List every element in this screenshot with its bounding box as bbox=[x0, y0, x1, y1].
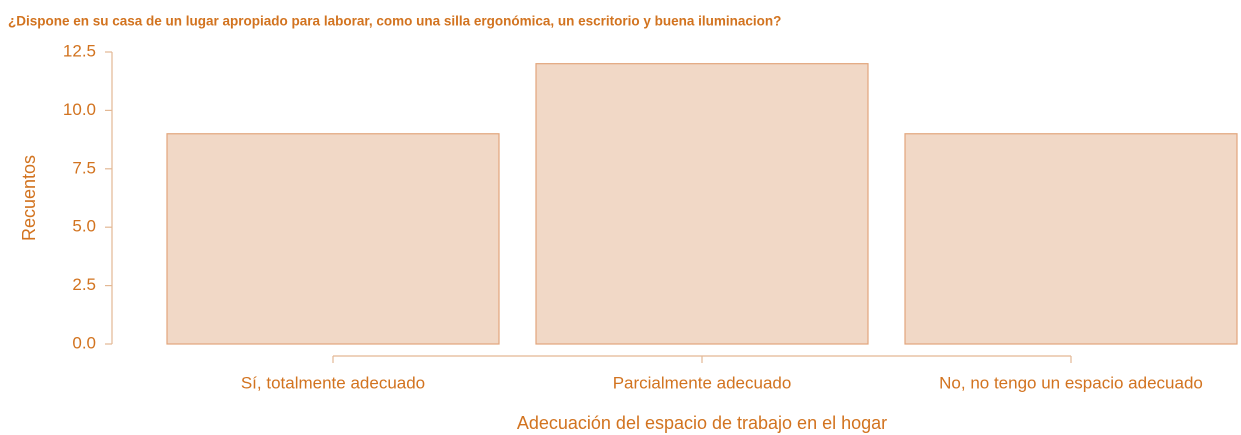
y-tick-label: 7.5 bbox=[72, 158, 96, 177]
y-tick-label: 0.0 bbox=[72, 333, 96, 352]
chart-title: ¿Dispone en su casa de un lugar apropiad… bbox=[8, 14, 781, 29]
bar bbox=[166, 133, 500, 345]
bar bbox=[535, 63, 869, 345]
y-tick-label: 10.0 bbox=[63, 100, 96, 119]
y-tick-label: 12.5 bbox=[63, 41, 96, 60]
x-axis-label: Adecuación del espacio de trabajo en el … bbox=[517, 413, 887, 433]
y-tick-label: 2.5 bbox=[72, 275, 96, 294]
y-axis-label: Recuentos bbox=[19, 155, 39, 241]
x-tick-label: No, no tengo un espacio adecuado bbox=[939, 373, 1203, 392]
x-tick-label: Parcialmente adecuado bbox=[613, 373, 792, 392]
x-tick-label: Sí, totalmente adecuado bbox=[241, 373, 425, 392]
bar bbox=[904, 133, 1238, 345]
y-tick-label: 5.0 bbox=[72, 217, 96, 236]
